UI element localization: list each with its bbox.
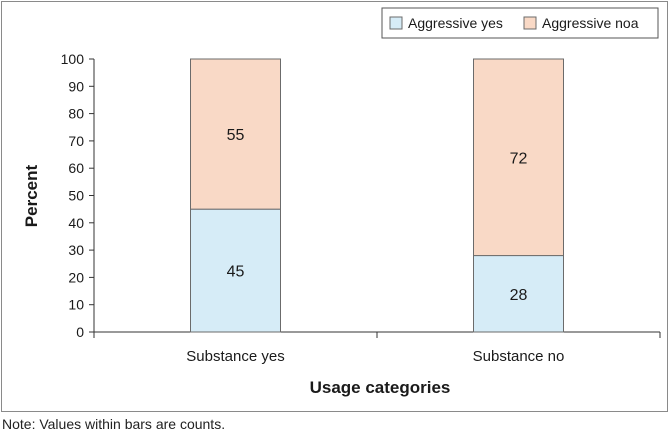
y-tick-label: 60 bbox=[68, 160, 84, 176]
bar-segment bbox=[190, 58, 281, 210]
bar-segment bbox=[190, 208, 281, 333]
stacked-bar-chart: 0 10 20 30 40 50 60 70 80 90 100 45 55 Substance yes 2… bbox=[22, 7, 661, 397]
data-label: 55 bbox=[227, 127, 245, 144]
y-tick-label: 80 bbox=[68, 106, 84, 122]
data-label: 28 bbox=[510, 287, 528, 304]
footnote: Note: Values within bars are counts. bbox=[2, 416, 226, 432]
legend: Aggressive yes Aggressive noa bbox=[381, 7, 659, 39]
y-tick-label: 100 bbox=[61, 51, 85, 67]
plot-area: 0 10 20 30 40 50 60 70 80 90 100 45 55 Substance yes 2… bbox=[61, 51, 661, 365]
y-axis-title: Percent bbox=[22, 164, 41, 227]
y-tick-label: 50 bbox=[68, 188, 84, 204]
chart-frame bbox=[1, 1, 668, 412]
bar-segment bbox=[473, 58, 564, 257]
x-tick-label: Substance no bbox=[473, 348, 565, 365]
x-axis-title: Usage categories bbox=[310, 378, 451, 397]
data-label: 72 bbox=[510, 150, 528, 167]
legend-swatch bbox=[523, 16, 537, 30]
y-tick-label: 30 bbox=[68, 242, 84, 258]
y-tick-label: 0 bbox=[76, 324, 84, 340]
y-tick-label: 90 bbox=[68, 78, 84, 94]
legend-label: Aggressive yes bbox=[408, 15, 503, 31]
y-tick-label: 20 bbox=[68, 269, 84, 285]
legend-swatch bbox=[389, 16, 403, 30]
legend-box bbox=[381, 7, 659, 39]
y-tick-label: 10 bbox=[68, 297, 84, 313]
legend-label: Aggressive noa bbox=[542, 15, 639, 31]
data-label: 45 bbox=[227, 264, 245, 281]
x-tick-label: Substance yes bbox=[186, 348, 284, 365]
y-tick-label: 70 bbox=[68, 133, 84, 149]
bar-segment bbox=[473, 255, 564, 333]
y-tick-label: 40 bbox=[68, 215, 84, 231]
